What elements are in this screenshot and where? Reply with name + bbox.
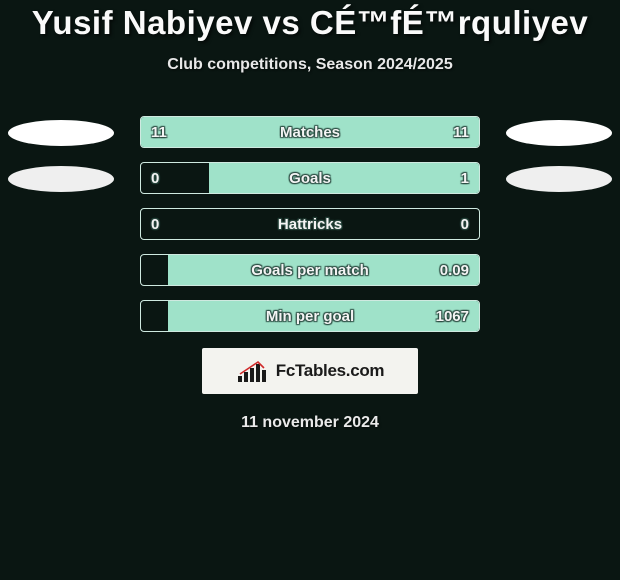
stat-label: Min per goal: [141, 301, 479, 332]
fctables-logo: FcTables.com: [202, 348, 418, 394]
player-right-marker: [506, 120, 612, 146]
player-left-marker: [8, 120, 114, 146]
player-left-marker: [8, 166, 114, 192]
stat-label: Goals per match: [141, 255, 479, 286]
subtitle: Club competitions, Season 2024/2025: [0, 56, 620, 74]
stat-value-right: 11: [453, 117, 469, 148]
stat-value-left: 0: [151, 163, 159, 194]
stat-row: Matches11 11: [0, 116, 620, 148]
date-label: 11 november 2024: [0, 414, 620, 432]
stat-row: Goals per match0.09: [0, 254, 620, 286]
stat-label: Goals: [141, 163, 479, 194]
stat-value-right: 1067: [436, 301, 469, 332]
stat-value-right: 1: [461, 163, 469, 194]
player-right-marker: [506, 166, 612, 192]
stat-row: Goals0 1: [0, 162, 620, 194]
stat-value-right: 0: [461, 209, 469, 240]
stat-label: Matches: [141, 117, 479, 148]
stat-bar-track: Goals per match0.09: [140, 254, 480, 286]
bar-chart-icon: [236, 358, 270, 384]
stat-bar-track: Matches11 11: [140, 116, 480, 148]
stat-bar-track: Hattricks0 0: [140, 208, 480, 240]
stat-value-left: 0: [151, 209, 159, 240]
comparison-infographic: Yusif Nabiyev vs CÉ™fÉ™rquliyev Club com…: [0, 0, 620, 580]
stat-label: Hattricks: [141, 209, 479, 240]
stat-bar-track: Min per goal1067: [140, 300, 480, 332]
stat-value-right: 0.09: [440, 255, 469, 286]
stat-row: Min per goal1067: [0, 300, 620, 332]
stat-value-left: 11: [151, 117, 167, 148]
stat-rows: Matches1111Goals01Hattricks00Goals per m…: [0, 116, 620, 332]
page-title: Yusif Nabiyev vs CÉ™fÉ™rquliyev: [0, 4, 620, 42]
stat-row: Hattricks0 0: [0, 208, 620, 240]
stat-bar-track: Goals0 1: [140, 162, 480, 194]
logo-text: FcTables.com: [276, 361, 385, 381]
